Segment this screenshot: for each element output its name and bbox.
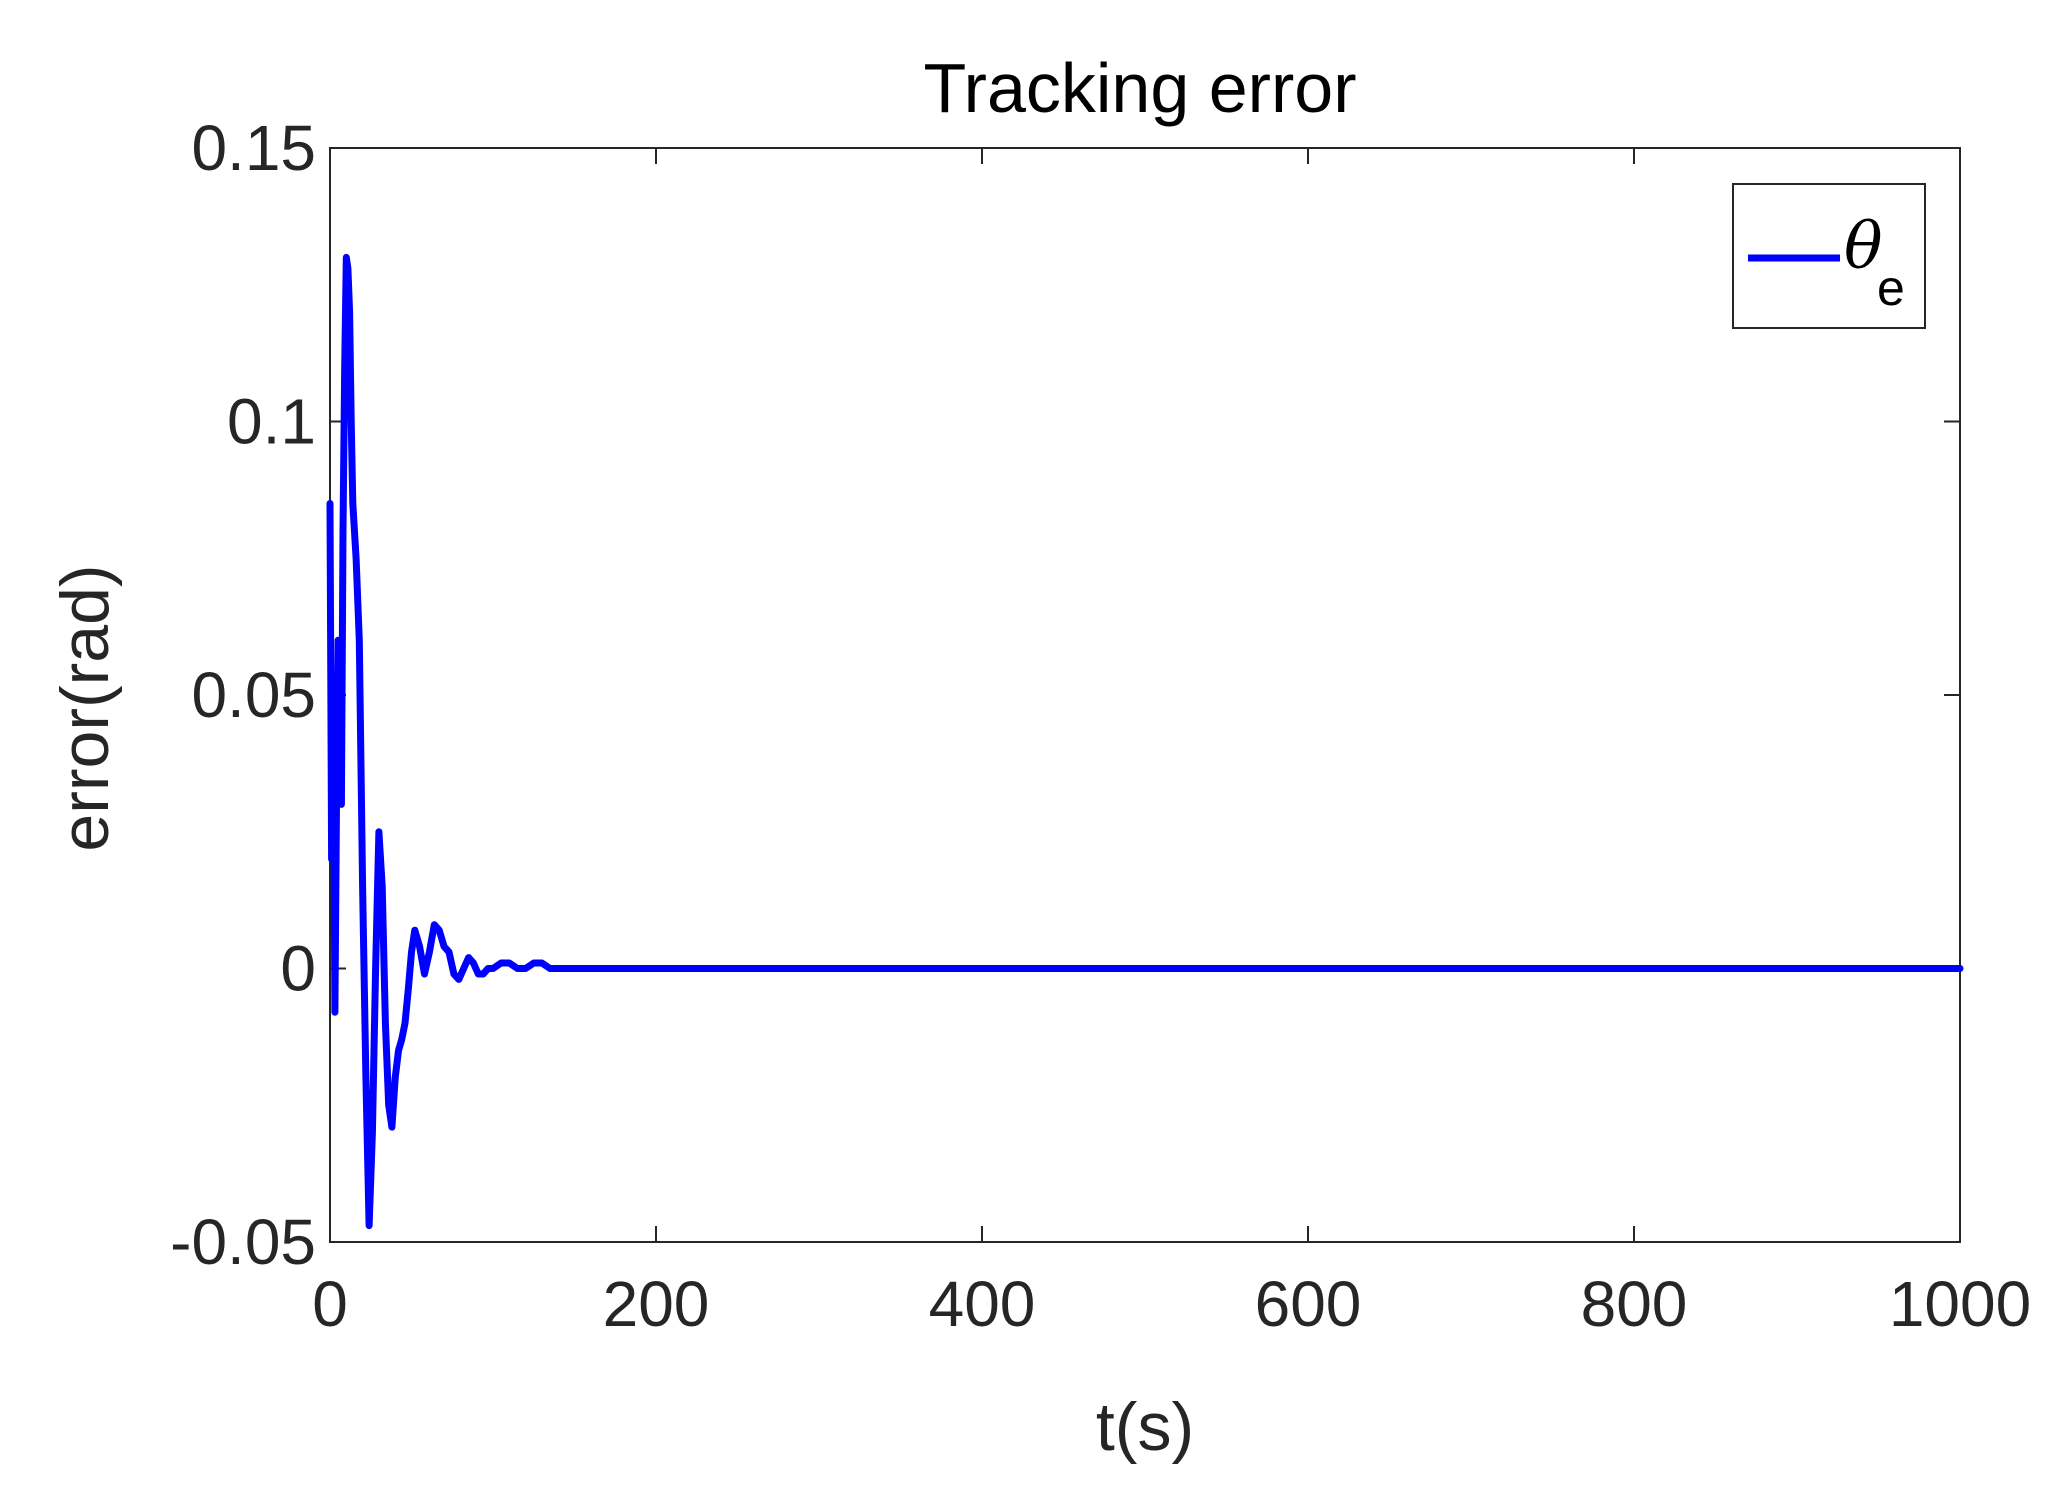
legend: θ e (1732, 183, 1926, 329)
x-tick-label: 800 (1581, 1268, 1688, 1340)
series-line-theta-e (326, 253, 1964, 1230)
y-tick-label: 0.15 (191, 112, 316, 184)
x-tick-label: 600 (1255, 1268, 1362, 1340)
x-tick-label: 1000 (1889, 1268, 2031, 1340)
y-tick-label: 0.05 (191, 659, 316, 731)
y-tick-labels: -0.05 0 0.05 0.1 0.15 (170, 112, 316, 1278)
x-axis-label: t(s) (1096, 1389, 1194, 1465)
x-tick-label: 0 (312, 1268, 348, 1340)
x-tick-label: 200 (603, 1268, 710, 1340)
plot-area (329, 147, 1961, 1243)
y-tick-label: 0 (280, 933, 316, 1005)
x-tick-labels: 0 200 400 600 800 1000 (312, 1268, 2031, 1340)
legend-label-subscript: e (1877, 260, 1905, 316)
y-axis-label: error(rad) (47, 564, 123, 851)
legend-label-theta: θ (1844, 210, 1883, 284)
chart-title: Tracking error (923, 49, 1356, 127)
y-tick-label: 0.1 (227, 386, 316, 458)
x-tick-label: 400 (929, 1268, 1036, 1340)
y-tick-label: -0.05 (170, 1206, 316, 1278)
